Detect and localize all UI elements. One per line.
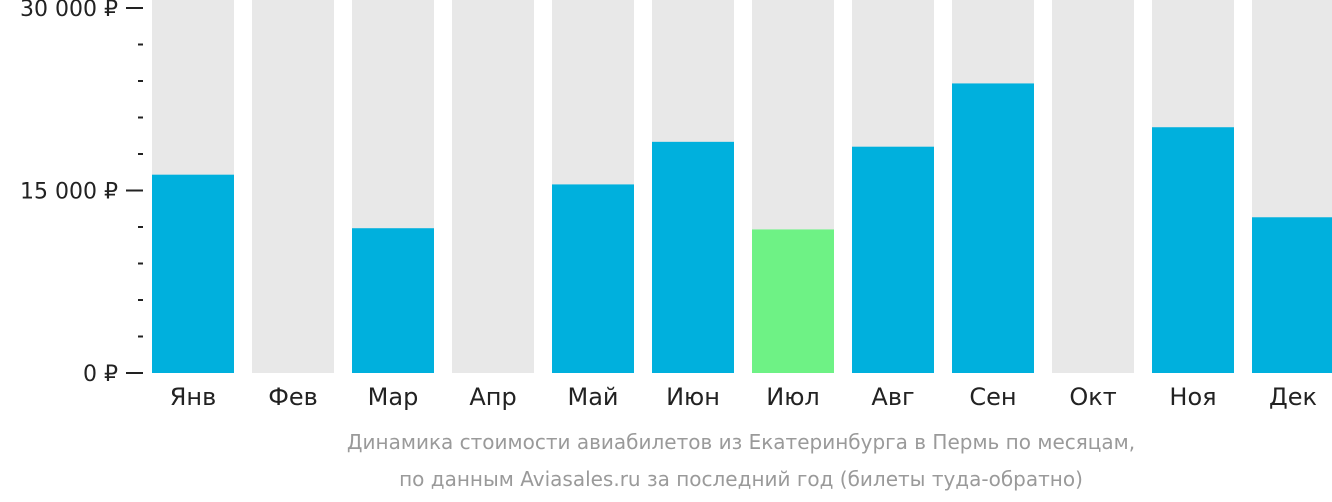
bar-2 <box>352 228 434 373</box>
chart-caption-line-2: по данным Aviasales.ru за последний год … <box>399 467 1083 491</box>
x-tick-label-2: Мар <box>368 383 419 411</box>
x-tick-label-6: Июл <box>766 383 820 411</box>
bar-0 <box>152 174 234 373</box>
x-tick-label-11: Дек <box>1269 383 1317 411</box>
bar-chart: 0 ₽ 15 000 ₽ 30 000 ₽ Янв Фев Мар Апр Май Июн Ию… <box>20 0 1332 411</box>
x-tick-label-10: Ноя <box>1169 383 1216 411</box>
x-tick-label-9: Окт <box>1069 383 1116 411</box>
bars <box>152 83 1332 373</box>
x-tick-label-5: Июн <box>666 383 720 411</box>
y-axis: 0 ₽ 15 000 ₽ 30 000 ₽ <box>20 0 143 387</box>
bar-6 <box>752 229 834 373</box>
x-tick-label-8: Сен <box>969 383 1016 411</box>
background-column-3 <box>452 0 534 373</box>
x-tick-label-1: Фев <box>268 383 318 411</box>
x-axis: Янв Фев Мар Апр Май Июн Июл Авг Сен Окт Ноя Дек <box>170 383 1317 411</box>
bar-8 <box>952 83 1034 373</box>
bar-10 <box>1152 127 1234 373</box>
y-tick-label-2: 30 000 ₽ <box>20 0 118 22</box>
background-column-9 <box>1052 0 1134 373</box>
bar-5 <box>652 141 734 373</box>
x-tick-label-4: Май <box>567 383 618 411</box>
bar-7 <box>852 146 934 373</box>
y-tick-label-0: 0 ₽ <box>83 362 118 387</box>
background-column-1 <box>252 0 334 373</box>
bar-4 <box>552 184 634 373</box>
x-tick-label-3: Апр <box>469 383 516 411</box>
chart-caption-line-1: Динамика стоимости авиабилетов из Екатер… <box>346 430 1136 454</box>
bar-11 <box>1252 217 1332 373</box>
y-tick-label-1: 15 000 ₽ <box>20 180 118 205</box>
x-tick-label-0: Янв <box>170 383 217 411</box>
x-tick-label-7: Авг <box>871 383 914 411</box>
